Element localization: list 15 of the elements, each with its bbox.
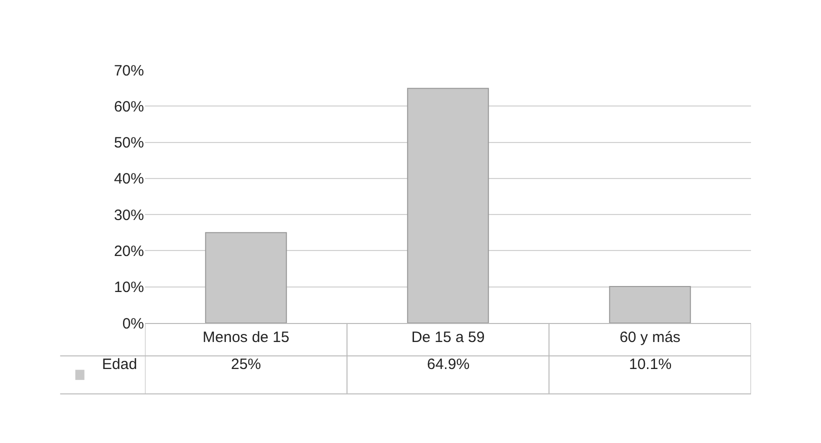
y-tick-label: 10%	[114, 279, 144, 296]
y-tick-label: 50%	[114, 134, 144, 152]
y-tick-label: 30%	[114, 206, 144, 224]
x-tick-label: De 15 a 59	[411, 329, 485, 346]
data-label: 25%	[231, 356, 262, 373]
data-label: 64.9%	[427, 356, 470, 373]
y-tick-label: 70%	[114, 62, 144, 80]
y-tick-label: 0%	[122, 315, 144, 332]
y-tick-label: 40%	[114, 170, 144, 188]
y-tick-label: 20%	[114, 242, 144, 260]
data-label: 10.1%	[629, 356, 672, 373]
x-tick-label: Menos de 15	[202, 329, 290, 346]
x-tick-label: 60 y más	[620, 329, 680, 346]
legend-label: Edad	[102, 356, 138, 373]
y-tick-label: 60%	[114, 98, 144, 116]
